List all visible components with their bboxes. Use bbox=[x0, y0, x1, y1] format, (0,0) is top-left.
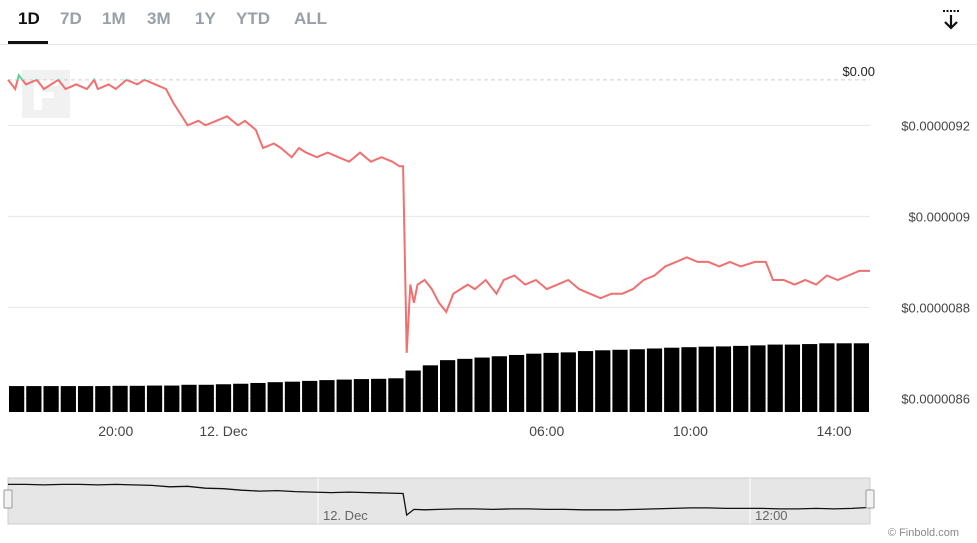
navigator-series bbox=[8, 483, 871, 517]
volume-bar bbox=[629, 349, 645, 412]
volume-bar bbox=[767, 344, 783, 412]
volume-bar bbox=[26, 386, 42, 412]
volume-bar bbox=[405, 370, 421, 412]
navigator-label: 12. Dec bbox=[323, 508, 368, 523]
volume-bar bbox=[95, 386, 111, 412]
finbold-credit[interactable]: © Finbold.com bbox=[887, 527, 959, 539]
x-tick-label: 10:00 bbox=[673, 423, 708, 439]
volume-bar bbox=[733, 345, 749, 412]
volume-bar bbox=[457, 358, 473, 412]
volume-bar bbox=[215, 384, 232, 412]
tab-1m[interactable]: 1M bbox=[102, 9, 126, 28]
y-tick-label: $0.000009 bbox=[909, 209, 970, 224]
y-tick-label: $0.0000088 bbox=[901, 300, 970, 315]
reference-line: $0.00 bbox=[8, 64, 875, 81]
active-tab-underline bbox=[8, 41, 48, 44]
navigator-window[interactable] bbox=[7, 477, 871, 525]
y-tick-label: $0.0000086 bbox=[901, 391, 970, 406]
volume-bar bbox=[43, 386, 59, 412]
x-tick-label: 06:00 bbox=[529, 423, 564, 439]
volume-bar bbox=[802, 344, 818, 412]
volume-bars bbox=[9, 343, 869, 412]
volume-bar bbox=[715, 346, 732, 412]
volume-bar bbox=[112, 385, 128, 412]
volume-bar bbox=[474, 357, 490, 412]
volume-bar bbox=[198, 384, 214, 412]
volume-bar bbox=[698, 346, 714, 412]
volume-bar bbox=[164, 385, 180, 412]
volume-bar bbox=[784, 344, 801, 412]
tab-1y[interactable]: 1Y bbox=[195, 9, 216, 28]
y-axis-labels: $0.0000086 $0.0000088 $0.000009 $0.0000092 bbox=[901, 118, 970, 406]
volume-bar bbox=[233, 383, 249, 412]
volume-bar bbox=[560, 352, 576, 412]
volume-bar bbox=[646, 348, 663, 412]
x-tick-label: 12. Dec bbox=[199, 423, 247, 439]
volume-bar bbox=[750, 345, 766, 412]
volume-bar bbox=[819, 343, 835, 412]
volume-bar bbox=[422, 365, 438, 412]
volume-bar bbox=[319, 380, 335, 412]
navigator-left-handle[interactable] bbox=[3, 489, 13, 509]
volume-bar bbox=[353, 379, 370, 412]
volume-bar bbox=[129, 385, 145, 412]
price-line-down bbox=[7, 79, 870, 353]
price-line bbox=[7, 73, 870, 353]
finbold-logo-watermark bbox=[22, 70, 70, 118]
tab-ytd[interactable]: YTD bbox=[236, 9, 270, 28]
tab-3m[interactable]: 3M bbox=[147, 9, 171, 28]
volume-bar bbox=[612, 349, 628, 412]
navigator-right-handle[interactable] bbox=[865, 489, 875, 509]
volume-bar bbox=[836, 343, 852, 412]
volume-bar bbox=[853, 343, 869, 412]
x-tick-label: 20:00 bbox=[98, 423, 133, 439]
download-arrow-icon[interactable] bbox=[941, 9, 961, 31]
x-axis-labels: 20:00 12. Dec 06:00 10:00 14:00 bbox=[98, 423, 852, 439]
navigator-label: 12:00 bbox=[755, 508, 788, 523]
volume-bar bbox=[577, 351, 594, 412]
range-navigator[interactable]: 12. Dec 12:00 bbox=[3, 477, 875, 525]
volume-bar bbox=[250, 382, 266, 412]
volume-bar bbox=[371, 378, 387, 412]
volume-bar bbox=[595, 350, 611, 412]
volume-bar bbox=[267, 382, 283, 412]
volume-bar bbox=[284, 381, 301, 412]
volume-bar bbox=[440, 360, 456, 412]
tab-1d[interactable]: 1D bbox=[18, 9, 40, 28]
volume-bar bbox=[77, 386, 94, 412]
x-tick-label: 14:00 bbox=[817, 423, 852, 439]
volume-bar bbox=[9, 386, 25, 412]
price-line-up bbox=[7, 73, 148, 80]
volume-bar bbox=[491, 356, 507, 412]
volume-bar bbox=[508, 354, 525, 412]
volume-bar bbox=[543, 352, 559, 412]
y-tick-label: $0.0000092 bbox=[901, 118, 970, 133]
reference-label: $0.00 bbox=[842, 64, 875, 79]
time-range-bar: 1D 7D 1M 3M 1Y YTD ALL bbox=[0, 0, 977, 45]
tab-all[interactable]: ALL bbox=[294, 9, 328, 28]
volume-bar bbox=[181, 384, 197, 412]
volume-bar bbox=[681, 347, 697, 412]
tab-7d[interactable]: 7D bbox=[60, 9, 82, 28]
volume-bar bbox=[388, 378, 404, 412]
volume-bar bbox=[336, 379, 352, 412]
volume-bar bbox=[60, 386, 76, 412]
volume-bar bbox=[664, 347, 680, 412]
volume-bar bbox=[146, 385, 163, 412]
volume-bar bbox=[526, 353, 542, 412]
volume-bar bbox=[302, 380, 318, 412]
